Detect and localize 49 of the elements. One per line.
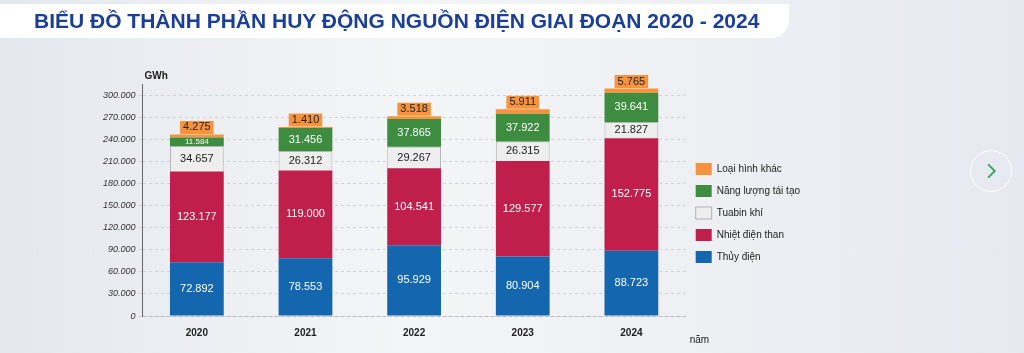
- data-label: 78.553: [288, 279, 323, 292]
- data-label: 21.827: [614, 123, 649, 136]
- y-tick-label: 0: [130, 310, 136, 321]
- y-tick-label: 180.000: [102, 177, 136, 188]
- legend-label: Thủy điện: [716, 250, 761, 262]
- y-tick-label: 240.000: [101, 133, 136, 144]
- data-label: 152.775: [611, 187, 652, 200]
- y-tick-label: 90.000: [108, 244, 136, 255]
- data-label: 3.518: [400, 102, 428, 115]
- data-label: 31.456: [288, 132, 323, 145]
- x-tick-label: 2023: [511, 326, 535, 338]
- x-tick-label: 2024: [620, 326, 643, 338]
- y-tick-label: 270.000: [101, 111, 136, 122]
- data-label: 129.577: [502, 201, 543, 214]
- data-label: 72.892: [180, 281, 214, 294]
- x-tick-label: 2021: [294, 326, 318, 338]
- y-tick-label: 300.000: [102, 89, 136, 100]
- data-label: 80.904: [505, 278, 540, 291]
- data-label: 11.584: [184, 137, 210, 147]
- data-label: 34.657: [180, 151, 214, 164]
- x-tick-label: 2020: [185, 326, 209, 338]
- data-label: 26.315: [505, 144, 540, 157]
- x-axis-title: năm: [689, 333, 710, 345]
- legend-label: Loại hình khác: [716, 162, 782, 174]
- data-label: 5.911: [509, 95, 537, 108]
- y-tick-label: 210.000: [101, 155, 136, 166]
- data-label: 1.410: [291, 112, 320, 125]
- x-tick-label: 2022: [402, 326, 426, 338]
- data-label: 37.865: [397, 125, 431, 138]
- y-axis-title: GWh: [144, 69, 168, 81]
- chart-title: BIỂU ĐỒ THÀNH PHẦN HUY ĐỘNG NGUỒN ĐIỆN GIAI ĐOẠN 2020 - 2024: [0, 4, 790, 38]
- data-label: 104.541: [394, 199, 434, 212]
- legend-label: Năng lượng tái tạo: [716, 184, 801, 196]
- y-tick-label: 150.000: [102, 200, 136, 211]
- data-label: 4.275: [183, 120, 211, 133]
- legend-label: Nhiệt điện than: [716, 228, 784, 240]
- data-label: 29.267: [397, 150, 431, 163]
- data-label: 5.765: [617, 74, 646, 87]
- legend-label: Tuabin khí: [716, 206, 764, 218]
- data-label: 37.922: [505, 120, 540, 133]
- data-label: 26.312: [288, 153, 323, 166]
- y-tick-label: 60.000: [108, 266, 136, 277]
- data-label: 88.723: [614, 276, 649, 289]
- y-tick-label: 30.000: [108, 288, 136, 299]
- data-label: 95.929: [397, 273, 431, 286]
- data-label: 39.641: [614, 100, 649, 113]
- y-tick-label: 120.000: [102, 222, 136, 233]
- data-label: 119.000: [286, 207, 325, 220]
- data-label: 123.177: [176, 209, 217, 222]
